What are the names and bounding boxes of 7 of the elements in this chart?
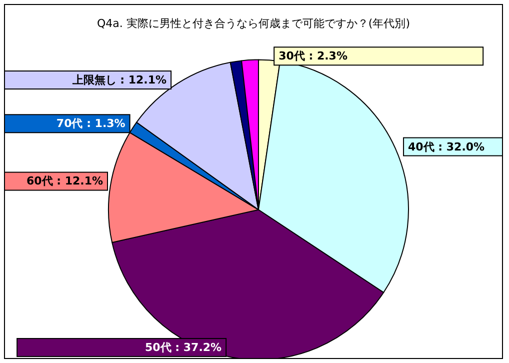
slice-label: 60代 : 12.1% bbox=[26, 174, 103, 188]
slice-label: 40代 : 32.0% bbox=[408, 140, 485, 154]
chart-title: Q4a. 実際に男性と付き合うなら何歳まで可能ですか？(年代別) bbox=[97, 17, 410, 30]
slice-label: 上限無し : 12.1% bbox=[71, 73, 167, 86]
slice-label: 70代 : 1.3% bbox=[56, 117, 126, 130]
slice-label: 30代 : 2.3% bbox=[278, 50, 348, 63]
slice-label: 50代 : 37.2% bbox=[145, 341, 222, 354]
